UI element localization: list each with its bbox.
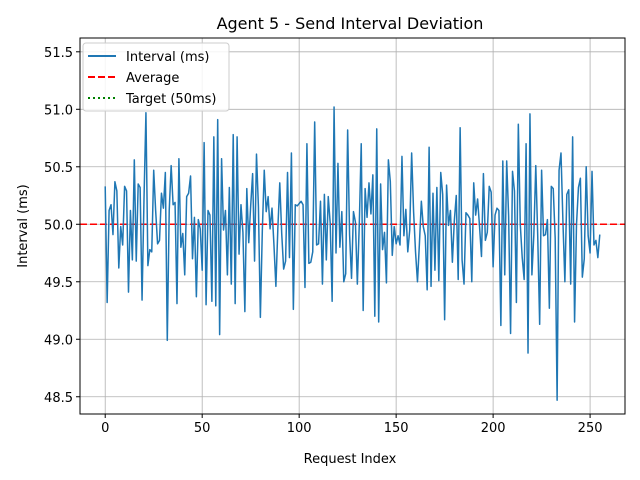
y-tick-label: 51.5 bbox=[44, 46, 73, 61]
y-tick-label: 49.5 bbox=[44, 276, 73, 291]
y-axis-label: Interval (ms) bbox=[16, 184, 31, 268]
y-tick-label: 48.5 bbox=[44, 391, 73, 406]
series-line-interval bbox=[104, 106, 601, 401]
plot-area-frame bbox=[79, 37, 626, 415]
x-tick-label: 50 bbox=[194, 421, 211, 436]
legend: Interval (ms) Average Target (50ms) bbox=[82, 42, 230, 112]
legend-label-interval: Interval (ms) bbox=[126, 50, 210, 65]
legend-box bbox=[82, 42, 230, 112]
x-axis-label: Request Index bbox=[304, 452, 397, 467]
y-tick-label: 50.5 bbox=[44, 161, 73, 176]
x-tick-label: 100 bbox=[287, 421, 312, 436]
y-tick-label: 51.0 bbox=[44, 103, 73, 118]
y-tick-label: 49.0 bbox=[44, 333, 73, 348]
y-axis-ticks: 48.5 49.0 49.5 50.0 50.5 51.0 51.5 bbox=[44, 46, 80, 406]
legend-label-target: Target (50ms) bbox=[125, 92, 216, 107]
data-series bbox=[104, 106, 601, 401]
x-tick-label: 150 bbox=[384, 421, 409, 436]
legend-label-average: Average bbox=[126, 71, 179, 86]
x-tick-label: 200 bbox=[481, 421, 506, 436]
chart-title: Agent 5 - Send Interval Deviation bbox=[217, 14, 484, 33]
x-axis-ticks: 0 50 100 150 200 250 bbox=[101, 414, 603, 436]
x-tick-label: 250 bbox=[578, 421, 603, 436]
x-tick-label: 0 bbox=[101, 421, 109, 436]
y-tick-label: 50.0 bbox=[44, 218, 73, 233]
